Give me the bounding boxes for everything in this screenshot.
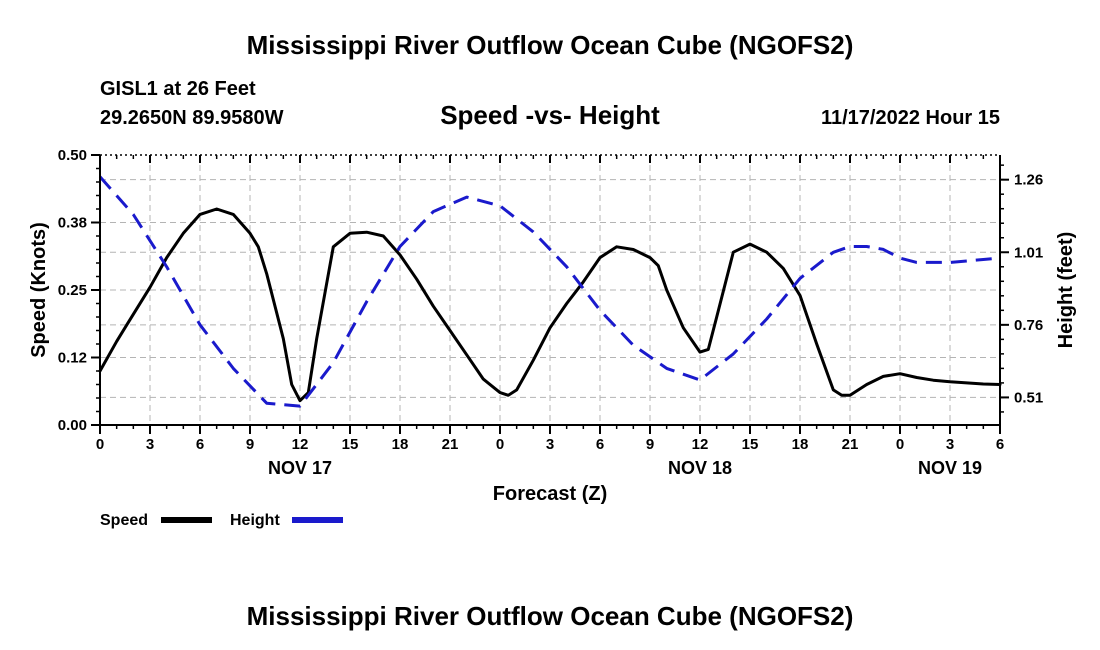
y2-tick-label: 1.26	[1014, 172, 1043, 189]
chart-subtitle: Speed -vs- Height	[440, 100, 660, 130]
x-tick-label: 9	[646, 436, 654, 453]
y-tick-label: 0.50	[58, 147, 87, 164]
y2-axis-label: Height (feet)	[1055, 232, 1077, 349]
legend-height-label: Height	[230, 512, 280, 529]
x-date-label: NOV 17	[268, 458, 332, 478]
y2-tick-label: 0.76	[1014, 317, 1043, 334]
station-label: GISL1 at 26 Feet	[100, 78, 256, 100]
y-tick-label: 0.25	[58, 282, 87, 299]
x-tick-label: 18	[392, 436, 409, 453]
x-tick-label: 0	[96, 436, 104, 453]
legend: Speed Height	[100, 512, 343, 529]
y-tick-label: 0.38	[58, 215, 87, 232]
x-date-label: NOV 18	[668, 458, 732, 478]
y-axis-label: Speed (Knots)	[28, 222, 50, 358]
footer-title: Mississippi River Outflow Ocean Cube (NG…	[247, 601, 854, 631]
x-tick-label: 12	[292, 436, 309, 453]
grid-lines	[100, 155, 1000, 425]
x-tick-label: 6	[596, 436, 604, 453]
page-title: Mississippi River Outflow Ocean Cube (NG…	[247, 30, 854, 60]
x-tick-label: 6	[196, 436, 204, 453]
y-tick-label: 0.00	[58, 417, 87, 434]
series-layer	[98, 175, 1002, 408]
x-tick-label: 15	[342, 436, 359, 453]
y2-tick-label: 0.51	[1014, 389, 1043, 406]
x-tick-label: 0	[896, 436, 904, 453]
legend-speed-label: Speed	[100, 512, 148, 529]
x-tick-label: 15	[742, 436, 759, 453]
x-tick-label: 12	[692, 436, 709, 453]
x-tick-label: 3	[946, 436, 954, 453]
speed-series-line	[98, 207, 1002, 403]
x-tick-label: 18	[792, 436, 809, 453]
x-tick-label: 3	[146, 436, 154, 453]
x-axis-label: Forecast (Z)	[493, 483, 607, 505]
station-coords: 29.2650N 89.9580W	[100, 107, 284, 129]
x-date-label: NOV 19	[918, 458, 982, 478]
x-tick-label: 0	[496, 436, 504, 453]
y2-tick-label: 1.01	[1014, 244, 1043, 261]
x-tick-label: 21	[442, 436, 459, 453]
y-tick-label: 0.12	[58, 350, 87, 367]
height-series-line	[98, 175, 1001, 408]
axes-layer: 0 3 6 9 12 15 18 21 0 3 6 9 12 15 18 21 0 3 6 NOV 17 NOV 18 N…	[58, 147, 1043, 478]
x-tick-label: 6	[996, 436, 1004, 453]
x-tick-label: 3	[546, 436, 554, 453]
x-tick-label: 9	[246, 436, 254, 453]
forecast-datetime: 11/17/2022 Hour 15	[821, 107, 1000, 129]
x-tick-label: 21	[842, 436, 859, 453]
